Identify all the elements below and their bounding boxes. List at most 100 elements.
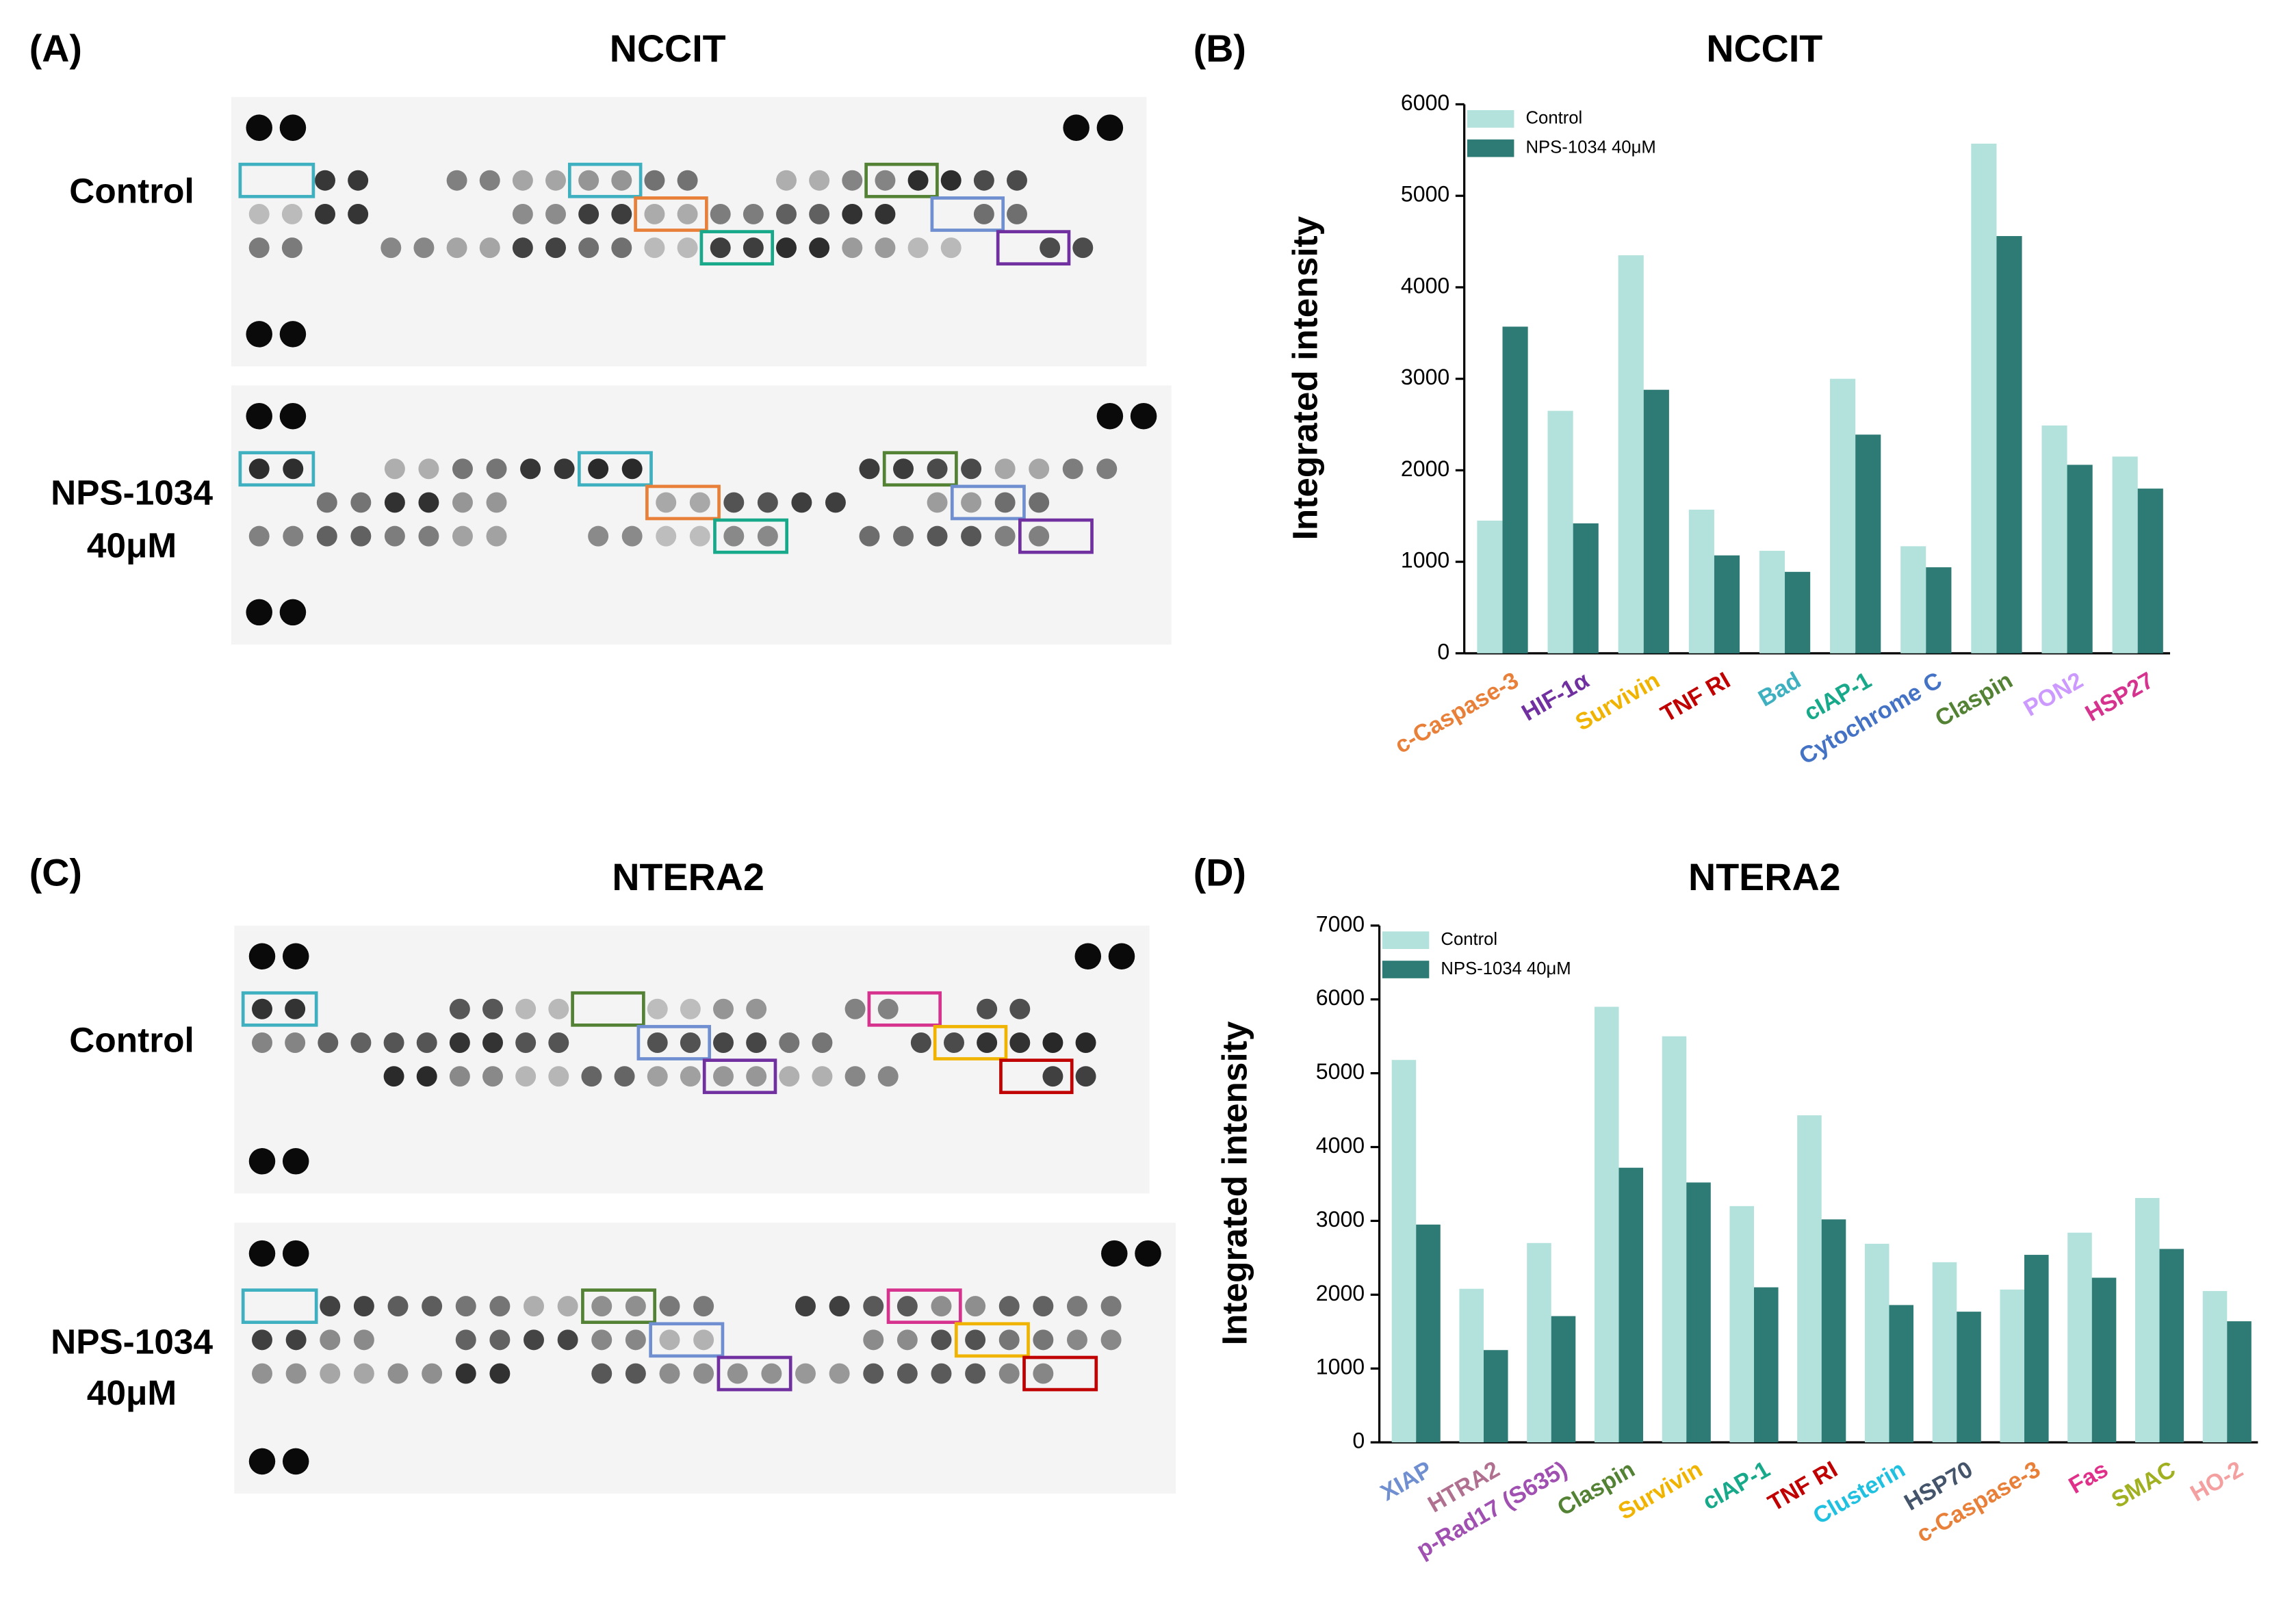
blot-spot [418, 525, 439, 547]
panel-label: (A) [29, 27, 82, 70]
blot-spot [746, 998, 767, 1019]
blot-spot [416, 1066, 437, 1087]
blot-spot [907, 170, 929, 191]
blot-spot [680, 1066, 701, 1087]
blot-spot [973, 203, 994, 224]
bar [2091, 1277, 2117, 1443]
bar [1830, 378, 1856, 653]
row-label: Control [69, 172, 194, 211]
blot-spot [524, 1329, 544, 1351]
blot-spot [1033, 1296, 1054, 1317]
blot-spot [710, 203, 731, 224]
blot-spot [416, 1032, 437, 1053]
blot-spot [279, 114, 307, 141]
blot-spot [422, 1296, 443, 1317]
blot-spot [1096, 458, 1118, 480]
highlight-box [996, 230, 1071, 266]
blot-spot [383, 1066, 404, 1087]
blot-spot [647, 1032, 668, 1053]
blot-spot [863, 1296, 884, 1317]
blot-spot [757, 492, 778, 513]
blot-spot [897, 1329, 918, 1351]
blot-spot [910, 1032, 931, 1053]
panel-label: (D) [1194, 852, 1246, 894]
y-tick-label: 6000 [1316, 985, 1365, 1010]
blot-membrane [234, 1223, 1176, 1494]
x-tick-label: Bad [1754, 667, 1805, 712]
blot-spot [1075, 1032, 1096, 1053]
blot-spot [384, 492, 405, 513]
blot-spot [961, 492, 982, 513]
blot-spot [578, 237, 599, 259]
highlight-box [577, 451, 653, 487]
highlight-box [1022, 1355, 1098, 1392]
blot-spot [285, 1032, 306, 1053]
highlight-box [882, 451, 958, 487]
blot-spot [524, 1296, 544, 1317]
blot-spot [842, 237, 863, 259]
panel-label: (B) [1194, 27, 1246, 70]
bar [1864, 1243, 1889, 1443]
y-tick-label: 4000 [1316, 1133, 1365, 1158]
blot-spot [621, 458, 643, 480]
blot-spot [689, 525, 710, 547]
blot-spot [246, 402, 272, 430]
blot-spot [998, 1329, 1020, 1351]
blot-spot [614, 1066, 635, 1087]
x-tick-label: SMAC [2107, 1456, 2180, 1513]
bar [2227, 1321, 2252, 1443]
highlight-box [954, 1322, 1030, 1358]
blot-spot [779, 1032, 800, 1053]
bar [1797, 1115, 1822, 1443]
highlight-box [950, 484, 1026, 521]
highlight-box [238, 451, 315, 487]
blot-spot [455, 1296, 476, 1317]
highlight-box [241, 991, 318, 1027]
blot-spot [489, 1329, 511, 1351]
blot-spot [809, 203, 830, 224]
y-tick-label: 0 [1352, 1429, 1365, 1453]
blot-spot [1040, 237, 1061, 259]
blot-spot [548, 1032, 569, 1053]
highlight-box [567, 162, 643, 198]
bar [1926, 567, 1952, 653]
bar [1594, 1006, 1619, 1443]
blot-spot [316, 525, 337, 547]
blot-spot [644, 203, 665, 224]
blot-spot [320, 1363, 341, 1384]
blot-spot [1100, 1329, 1122, 1351]
blot-spot [455, 1329, 476, 1351]
blot-spot [844, 998, 866, 1019]
y-axis-label: Integrated intensity [1215, 1021, 1254, 1345]
blot-spot [315, 203, 335, 224]
blot-spot [557, 1329, 578, 1351]
blot-spot [1042, 1032, 1063, 1053]
bar [1714, 555, 1740, 653]
x-tick-label: c-Caspase-3 [1391, 667, 1523, 759]
blot-spot [611, 170, 632, 191]
blot-spot [1100, 1296, 1122, 1317]
bar [2137, 489, 2163, 653]
blot-spot [761, 1363, 782, 1384]
blot-spot [591, 1296, 612, 1317]
blot-spot [548, 998, 569, 1019]
blot-spot [348, 170, 369, 191]
blot-spot [842, 170, 863, 191]
y-tick-label: 5000 [1316, 1059, 1365, 1084]
blot-spot [647, 1066, 668, 1087]
blot-spot [252, 1363, 272, 1384]
blot-spot [486, 492, 507, 513]
blot-spot [965, 1363, 986, 1384]
bar [1957, 1312, 1981, 1443]
blot-spot [320, 1296, 341, 1317]
blot-spot [515, 1032, 537, 1053]
blot-spot [877, 1066, 899, 1087]
blot-spot [795, 1296, 816, 1317]
blot-spot [693, 1363, 714, 1384]
legend-label: Control [1526, 109, 1583, 128]
bar [1643, 389, 1669, 653]
blot-spot [893, 525, 914, 547]
blot-spot [248, 237, 270, 259]
blot-spot [927, 525, 948, 547]
highlight-box [636, 1025, 712, 1060]
